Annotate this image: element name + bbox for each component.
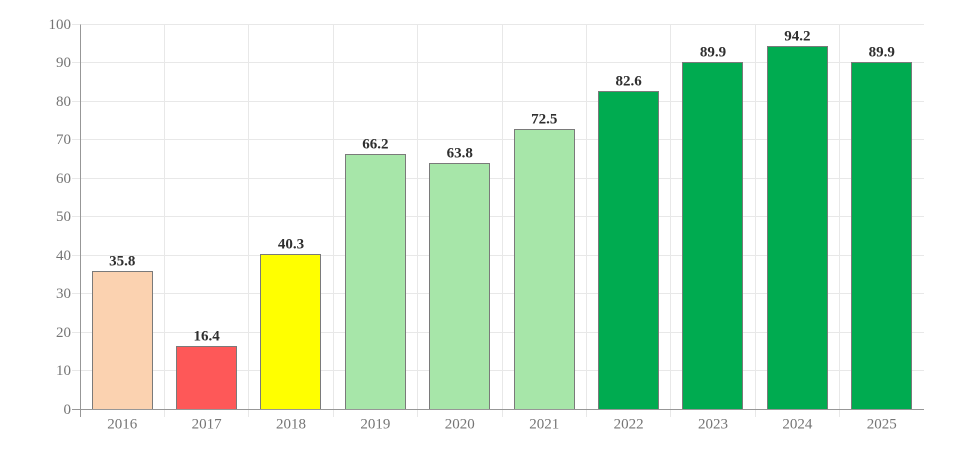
- svg-text:2019: 2019: [360, 417, 390, 433]
- svg-text:2020: 2020: [445, 417, 475, 433]
- svg-text:2022: 2022: [614, 417, 644, 433]
- svg-text:2023: 2023: [698, 417, 728, 433]
- svg-text:40.3: 40.3: [278, 237, 304, 253]
- svg-text:66.2: 66.2: [362, 137, 388, 153]
- svg-text:35.8: 35.8: [109, 254, 135, 270]
- svg-text:70: 70: [56, 132, 71, 148]
- svg-text:40: 40: [56, 248, 71, 264]
- svg-text:10: 10: [56, 363, 71, 379]
- svg-text:2025: 2025: [867, 417, 897, 433]
- svg-text:50: 50: [56, 209, 71, 225]
- svg-text:2018: 2018: [276, 417, 306, 433]
- svg-text:89.9: 89.9: [869, 45, 895, 61]
- svg-text:0: 0: [64, 402, 72, 418]
- svg-text:90: 90: [56, 55, 71, 71]
- svg-text:82.6: 82.6: [615, 74, 642, 90]
- svg-text:30: 30: [56, 286, 71, 302]
- svg-text:63.8: 63.8: [447, 146, 473, 162]
- svg-text:2021: 2021: [529, 417, 559, 433]
- svg-text:2017: 2017: [192, 417, 223, 433]
- svg-text:94.2: 94.2: [784, 29, 810, 45]
- svg-text:2016: 2016: [107, 417, 138, 433]
- svg-text:80: 80: [56, 94, 71, 110]
- svg-text:89.9: 89.9: [700, 45, 726, 61]
- svg-text:16.4: 16.4: [193, 329, 220, 345]
- svg-text:2024: 2024: [782, 417, 813, 433]
- svg-text:72.5: 72.5: [531, 112, 557, 128]
- svg-text:100: 100: [49, 17, 72, 33]
- svg-text:60: 60: [56, 171, 71, 187]
- svg-text:20: 20: [56, 325, 71, 341]
